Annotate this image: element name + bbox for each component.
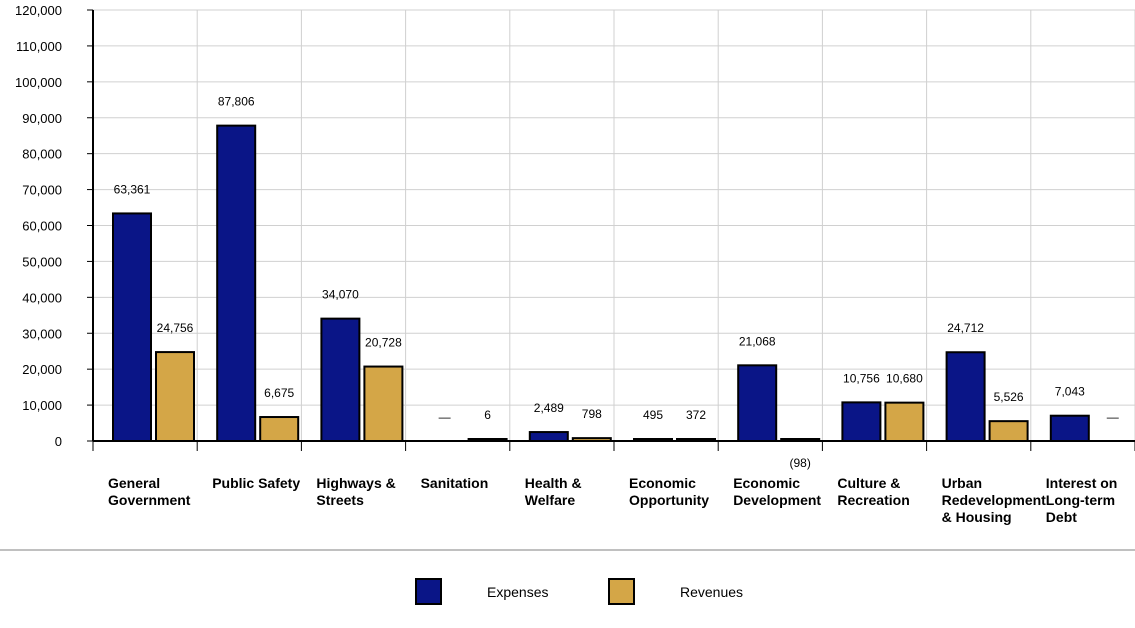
bar-revenues <box>155 351 195 442</box>
data-label-revenues: 6 <box>484 408 491 422</box>
data-label-expenses: 10,756 <box>843 371 880 385</box>
x-tick-label: Highways & Streets <box>316 475 395 508</box>
legend-label-expenses: Expenses <box>487 584 548 600</box>
data-label-expenses: 7,043 <box>1055 385 1085 399</box>
data-label-expenses: 2,489 <box>534 401 564 415</box>
x-tick-label: Culture & Recreation <box>837 475 909 508</box>
x-tick-label: Urban Redevelopment & Housing <box>942 475 1047 525</box>
bar-expenses <box>528 431 569 442</box>
data-label-expenses: 24,712 <box>947 321 984 335</box>
data-label-expenses: 21,068 <box>739 334 776 348</box>
bar-expenses <box>737 364 778 443</box>
bars <box>112 124 1090 443</box>
y-tick-label: 50,000 <box>22 254 62 269</box>
axes <box>87 9 1135 451</box>
bar-revenues <box>363 365 404 443</box>
y-tick-label: 80,000 <box>22 147 62 162</box>
x-tick-label: Interest on Long-term Debt <box>1046 475 1118 525</box>
data-labels: 63,361 87,806 34,070 — 2,489 495 21,068 10,756 2… <box>114 95 1119 470</box>
y-tick-label: 120,000 <box>15 3 62 18</box>
y-tick-label: 110,000 <box>16 39 62 54</box>
legend-swatch-expenses <box>415 578 442 605</box>
x-tick-label: Economic Opportunity <box>629 475 709 508</box>
y-tick-label: 20,000 <box>22 362 62 377</box>
x-tick-label: Health & Welfare <box>525 475 582 508</box>
x-tick-label: Sanitation <box>421 475 489 491</box>
y-tick-label: 10,000 <box>22 398 62 413</box>
y-tick-label: 0 <box>55 434 62 449</box>
y-tick-label: 60,000 <box>22 219 62 234</box>
data-label-revenues: 10,680 <box>886 372 923 386</box>
data-label-expenses: 87,806 <box>218 95 255 109</box>
y-tick-label: 90,000 <box>22 111 62 126</box>
data-label-revenues: 20,728 <box>365 336 402 350</box>
bar-expenses <box>112 212 152 442</box>
category-labels: General Government Public Safety Highways &… <box>108 475 1117 525</box>
data-label-expenses: 495 <box>643 408 663 422</box>
bar-revenues <box>884 401 925 442</box>
data-label-revenues: 24,756 <box>157 321 194 335</box>
bar-expenses <box>1049 414 1090 442</box>
data-label-revenues: 5,526 <box>994 390 1024 404</box>
bar-revenues <box>988 420 1029 442</box>
legend: Expenses Revenues <box>415 578 743 605</box>
y-tick-labels: 0 10,000 20,000 30,000 40,000 50,000 60,000 70,… <box>15 3 62 449</box>
y-tick-label: 100,000 <box>15 75 62 90</box>
x-tick-label: Economic Development <box>733 475 821 508</box>
data-label-revenues: — <box>1107 410 1119 424</box>
grid <box>93 9 1135 441</box>
data-label-expenses: 34,070 <box>322 288 359 302</box>
bar-expenses <box>216 124 257 442</box>
bar-revenues <box>259 416 300 443</box>
data-label-revenues: 798 <box>582 407 602 421</box>
data-label-revenues: 372 <box>686 408 706 422</box>
x-tick-label: General Government <box>108 475 191 508</box>
legend-swatch-revenues <box>608 578 635 605</box>
y-tick-label: 40,000 <box>22 290 62 305</box>
data-label-revenues: (98) <box>790 456 811 470</box>
data-label-revenues: 6,675 <box>264 386 294 400</box>
data-label-expenses: — <box>439 410 451 424</box>
legend-label-revenues: Revenues <box>680 584 743 600</box>
bar-expenses <box>841 401 882 443</box>
x-tick-label: Public Safety <box>212 475 300 491</box>
bar-expenses <box>320 317 361 443</box>
data-label-expenses: 63,361 <box>114 182 151 196</box>
bar-expenses <box>945 351 986 442</box>
y-tick-label: 30,000 <box>22 326 62 341</box>
y-tick-label: 70,000 <box>22 183 62 198</box>
